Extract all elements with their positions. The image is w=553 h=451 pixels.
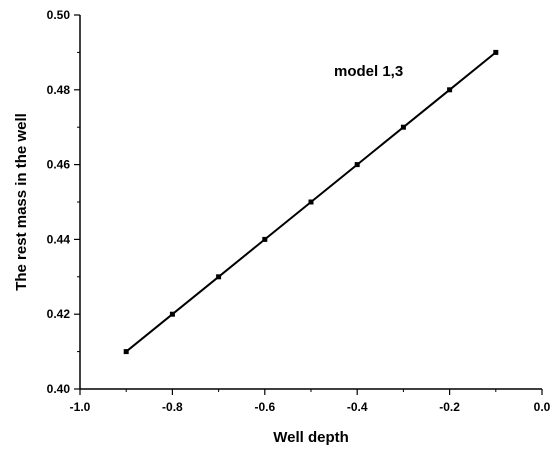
y-axis-title: The rest mass in the well [13,113,30,291]
y-tick-label: 0.40 [47,382,71,396]
data-point [169,311,175,317]
x-tick-label: 0.0 [534,400,551,414]
x-tick-label: -1.0 [70,400,91,414]
data-point [262,236,268,242]
data-point [123,349,129,355]
x-tick-label: -0.6 [254,400,275,414]
y-tick-label: 0.48 [47,83,71,97]
x-tick-label: -0.4 [347,400,368,414]
ticks: -1.0 -0.8 -0.6 -0.4 -0.2 0.0 0.40 0.42 0.44 0.46 0… [47,8,551,414]
chart-annotation: model 1,3 [334,63,403,80]
data-series [123,49,499,355]
data-point [493,49,499,55]
data-point [216,274,222,280]
y-tick-label: 0.42 [47,307,71,321]
x-axis-title: Well depth [273,429,349,446]
data-point [447,87,453,93]
x-tick-label: -0.8 [162,400,183,414]
data-point [308,199,314,205]
data-point [400,124,406,130]
data-point [354,162,360,168]
y-tick-label: 0.50 [47,8,71,22]
x-tick-label: -0.2 [439,400,460,414]
y-tick-label: 0.46 [47,158,71,172]
y-tick-label: 0.44 [47,232,71,246]
